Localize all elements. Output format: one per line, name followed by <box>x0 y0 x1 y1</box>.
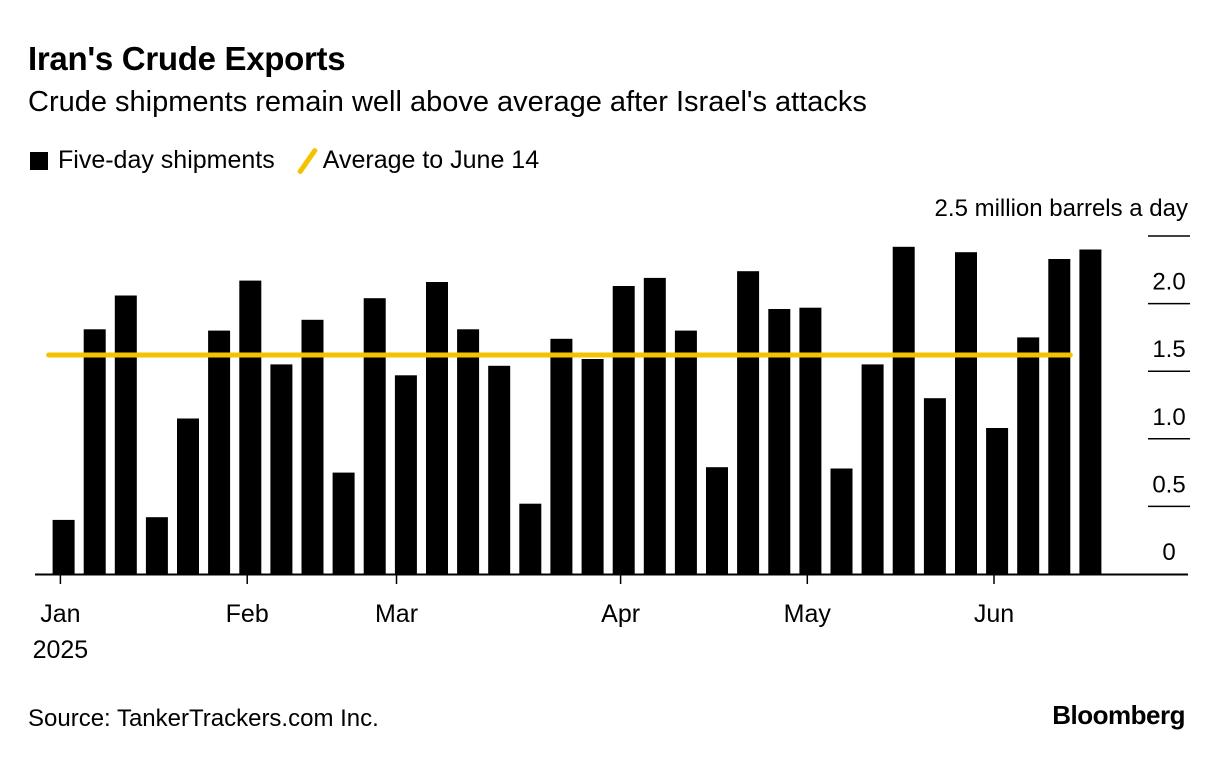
bar <box>737 271 760 574</box>
bar <box>1048 259 1071 574</box>
bar-chart: 0 0.5 1.0 1.5 2.0 2.5 million barrels a day Ja… <box>33 195 1190 664</box>
bar <box>643 277 666 574</box>
bar <box>239 280 262 574</box>
bar <box>52 519 75 574</box>
chart-subtitle: Crude shipments remain well above averag… <box>28 86 867 118</box>
y-tick-label: 2.0 <box>1152 269 1185 296</box>
bar <box>457 329 480 574</box>
bar <box>892 246 915 575</box>
bar <box>83 329 106 574</box>
bar <box>768 309 791 574</box>
bar <box>1079 249 1102 574</box>
x-tick-label: Feb <box>226 600 269 628</box>
bar <box>208 330 231 574</box>
x-tick-sublabel: 2025 <box>33 636 89 664</box>
bar <box>363 298 386 574</box>
bar <box>145 517 168 574</box>
y-unit-label: 2.5 million barrels a day <box>935 195 1188 222</box>
x-tick-label: May <box>784 600 832 628</box>
bar <box>923 398 946 574</box>
bar <box>861 364 884 574</box>
y-tick-label: 1.0 <box>1152 404 1185 431</box>
bar <box>830 468 853 574</box>
x-tick-label: Jan <box>40 600 80 628</box>
bar <box>550 338 573 574</box>
bar <box>519 503 542 574</box>
legend-bars-label: Five-day shipments <box>58 146 275 174</box>
y-tick-label: 0 <box>1162 539 1175 566</box>
bar <box>612 286 635 574</box>
bar <box>1017 337 1040 574</box>
bar <box>332 472 355 574</box>
source-note: Source: TankerTrackers.com Inc. <box>28 705 379 732</box>
bar <box>114 295 137 574</box>
x-tick-label: Jun <box>974 600 1014 628</box>
bar <box>799 307 822 574</box>
bar <box>426 282 448 574</box>
bar <box>177 418 199 574</box>
bloomberg-logo: Bloomberg <box>1052 700 1185 730</box>
bar <box>488 365 511 574</box>
bar <box>581 359 604 574</box>
legend-bar-swatch <box>30 151 48 170</box>
bar <box>270 364 293 574</box>
bar <box>955 252 977 574</box>
x-tick-label: Apr <box>601 600 640 628</box>
y-tick-label: 1.5 <box>1152 336 1185 363</box>
legend: Five-day shipments Average to June 14 <box>30 146 539 175</box>
bar <box>986 428 1009 574</box>
y-tick-label: 0.5 <box>1152 471 1185 498</box>
x-tick-label: Mar <box>375 600 418 628</box>
legend-line-label: Average to June 14 <box>322 146 540 174</box>
bar <box>394 375 417 574</box>
bar <box>706 467 728 574</box>
bar <box>301 319 324 574</box>
legend-line-swatch <box>301 148 311 174</box>
bar <box>674 330 697 574</box>
chart-title: Iran's Crude Exports <box>28 40 346 77</box>
